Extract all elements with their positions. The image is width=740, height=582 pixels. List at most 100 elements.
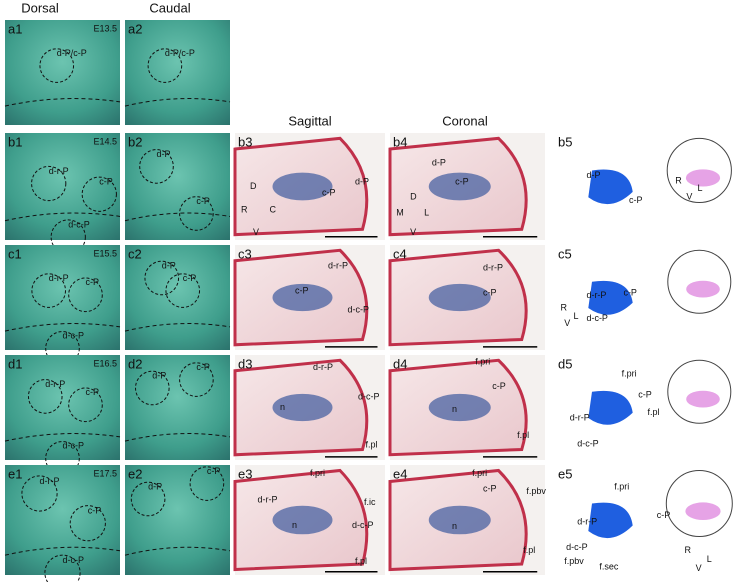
region-label: c-P	[86, 277, 100, 287]
region-label: d-r-P	[483, 262, 503, 272]
region-label: d-r-P	[577, 517, 597, 527]
region-label: c-P	[207, 466, 221, 476]
region-label: f.ic	[364, 497, 376, 507]
panel-label: a1	[8, 21, 22, 36]
panel: d3 d-r-P n d-c-P f.pl	[233, 355, 385, 460]
region-label: d-P	[355, 177, 369, 187]
panel: b5 d-P c-P R LV	[555, 133, 740, 240]
brain-outline	[667, 249, 732, 314]
region-outline	[39, 48, 75, 83]
nucleus-3d	[588, 502, 633, 539]
region-outline	[31, 273, 66, 308]
panel-label: c4	[393, 246, 407, 261]
region-label: f.pl	[517, 430, 529, 440]
highlight	[686, 390, 720, 408]
panel-image	[125, 20, 230, 125]
region-label: c-P	[483, 288, 497, 298]
panel-image	[125, 355, 230, 460]
region-label: n	[292, 520, 297, 530]
panel: e5 f.pri d-r-P c-P d-c-P f.pbv f.sec R LV	[555, 465, 740, 575]
panel-image	[555, 355, 740, 460]
region-label: L	[424, 208, 429, 218]
region-label: R	[241, 204, 248, 214]
region-label: d-r-P	[40, 476, 60, 486]
panel: d1 E16.5 d-r-P c-P d-c-P	[4, 355, 121, 476]
highlight	[685, 502, 721, 520]
region-label: M	[396, 208, 404, 218]
panel-label: d5	[558, 356, 572, 371]
stained-region	[428, 505, 491, 535]
region-label: c-P	[492, 381, 506, 391]
region-label: d-P	[432, 157, 446, 167]
region-outline	[144, 260, 180, 296]
panel-label: e1	[8, 466, 22, 481]
boundary	[4, 212, 121, 222]
panel-image	[125, 133, 230, 240]
region-label: d-c-P	[586, 313, 608, 323]
region-label: L	[574, 311, 579, 321]
panel: e4 f.pri c-P f.pbv n f.pl	[388, 465, 546, 575]
brain-outline	[666, 137, 732, 204]
panel-image	[555, 465, 740, 575]
panel: b2 d-P c-P	[124, 133, 231, 240]
panel-image	[5, 20, 120, 125]
stained-region	[428, 393, 491, 422]
region-label: d-P/c-P	[165, 48, 195, 58]
highlight	[686, 280, 720, 298]
region-label: d-r-P	[313, 362, 333, 372]
boundary	[124, 546, 231, 556]
stained-region	[428, 172, 491, 201]
region-outline	[69, 505, 106, 542]
stage-label: E14.5	[93, 136, 117, 146]
panel: e2 d-P c-P	[124, 465, 231, 575]
region-label: c-P	[99, 177, 113, 187]
panel-label: b2	[128, 134, 142, 149]
region-label: L	[707, 554, 712, 564]
stage-label: E16.5	[93, 358, 117, 368]
panel: c1 E15.5 d-r-P c-P d-c-P	[4, 245, 121, 366]
region-label: d-c-P	[63, 331, 85, 341]
brain-outline	[667, 359, 732, 424]
panel: b4 d-P c-P DM LV	[388, 133, 545, 240]
boundary	[4, 546, 121, 556]
region-label: c-P	[455, 177, 469, 187]
region-label: V	[253, 227, 259, 237]
region-label: f.sec	[599, 562, 619, 572]
region-label: c-P	[623, 288, 637, 298]
region-outline	[130, 481, 166, 517]
panel: e1 E17.5 d-r-P c-P d-c-P	[4, 465, 121, 582]
region-outline	[81, 176, 117, 212]
panel: a1 E13.5 d-P/c-P	[4, 20, 121, 125]
panel: e3 f.pri d-r-P n f.ic d-c-P f.pl	[233, 465, 385, 575]
panel-label: c3	[238, 246, 252, 261]
panel: c3 d-r-P c-P d-c-P	[233, 245, 385, 350]
region-label: n	[452, 521, 457, 531]
region-label: c-P	[638, 389, 652, 399]
region-label: c-P	[483, 484, 497, 494]
region-label: d-r-P	[49, 166, 69, 176]
highlight	[685, 169, 721, 187]
region-label: d-P/c-P	[57, 48, 87, 58]
stained-region	[428, 283, 491, 312]
panel-image	[5, 355, 120, 460]
nucleus-3d	[588, 169, 633, 205]
panel-label: d1	[8, 356, 22, 371]
panel-image	[125, 465, 230, 575]
region-label: d-c-P	[63, 555, 85, 565]
panel-label: c5	[558, 246, 572, 261]
brain-outline	[665, 470, 733, 537]
region-outline	[44, 554, 81, 582]
panel-label: e2	[128, 466, 142, 481]
region-label: d-P	[586, 170, 600, 180]
region-label: V	[410, 227, 416, 237]
column-header: Dorsal	[21, 0, 59, 15]
region-label: d-c-P	[566, 542, 588, 552]
column-header: Sagittal	[288, 113, 331, 128]
region-label: f.pl	[366, 440, 378, 450]
stage-label: E13.5	[93, 23, 117, 33]
stained-region	[272, 505, 333, 535]
panel: c5 d-r-P c-P d-c-P RLV	[555, 245, 740, 350]
region-label: D	[410, 192, 417, 202]
region-outline	[21, 475, 58, 512]
